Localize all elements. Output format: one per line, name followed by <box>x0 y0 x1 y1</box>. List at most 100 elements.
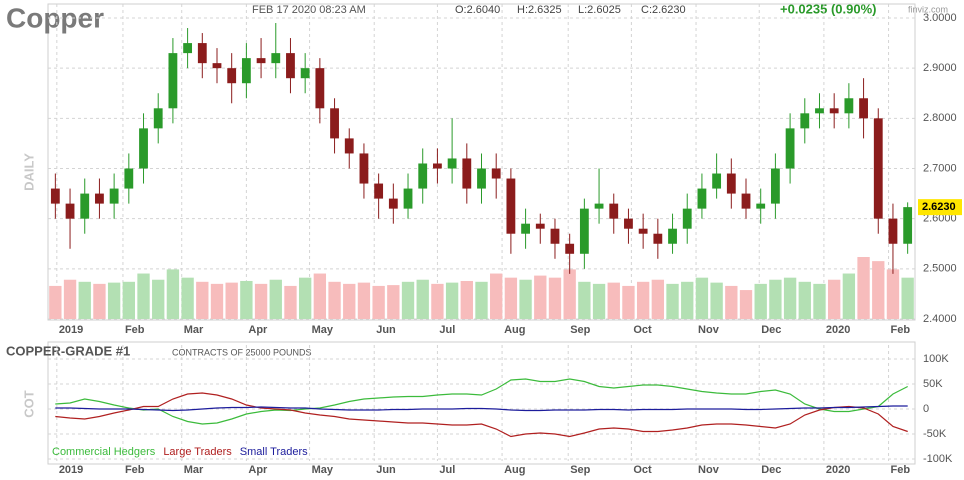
x-tick-label: Sep <box>570 464 590 476</box>
candle-body <box>330 108 339 139</box>
y-tick-label: 2.5000 <box>923 263 957 275</box>
volume-bar <box>445 282 459 319</box>
x-tick-label: 2019 <box>59 464 83 476</box>
x-tick-label: Jun <box>376 324 396 336</box>
quote-open: O:2.6040 <box>455 4 500 16</box>
candle-body <box>168 53 178 109</box>
x-tick-label: Jul <box>439 464 455 476</box>
volume-bar <box>431 283 444 319</box>
candle-body <box>447 158 457 169</box>
x-tick-label: Feb <box>891 324 911 336</box>
candle-body <box>344 138 354 154</box>
volume-bar <box>313 273 327 319</box>
volume-bar <box>636 281 650 319</box>
volume-bar <box>563 269 576 319</box>
x-tick-label: Nov <box>698 324 720 336</box>
candle-body <box>183 43 193 54</box>
volume-bar <box>607 282 620 319</box>
last-price-label: 2.6230 <box>922 201 956 213</box>
volume-bar <box>798 281 811 319</box>
candle-body <box>271 53 281 64</box>
x-tick-label: Jun <box>376 464 396 476</box>
candle-body <box>80 193 90 219</box>
candle-body <box>785 128 795 169</box>
candle-body <box>741 193 751 209</box>
volume-bar <box>710 282 723 319</box>
candle-body <box>903 207 913 244</box>
candle-body <box>682 208 692 229</box>
candle-body <box>726 173 736 194</box>
volume-bar <box>181 277 194 319</box>
cot-axis-label: COT <box>21 390 36 418</box>
volume-bar <box>357 282 371 319</box>
candle-body <box>844 98 854 114</box>
y-tick-label: 2.4000 <box>923 313 957 325</box>
candle-body <box>565 243 575 254</box>
volume-bar <box>460 280 473 319</box>
volume-bar <box>475 281 488 319</box>
volume-bar <box>240 280 253 319</box>
candle-body <box>227 68 237 84</box>
candle-body <box>388 198 398 209</box>
candle-body <box>477 168 486 189</box>
volume-bar <box>901 277 914 319</box>
y-tick-label: 0 <box>923 403 929 415</box>
volume-bar <box>783 277 797 319</box>
date: FEB 17 2020 08:23 AM <box>252 4 366 16</box>
candle-body <box>653 233 663 244</box>
last-price-box <box>918 199 962 216</box>
candle-body <box>109 188 119 204</box>
volume-bar <box>886 269 900 319</box>
candle-body <box>697 188 707 209</box>
volume-bar <box>813 283 826 319</box>
x-tick-label: Feb <box>891 464 911 476</box>
quote-low: L:2.6025 <box>578 4 621 16</box>
volume-bar <box>578 281 591 319</box>
x-tick-label: Oct <box>633 464 652 476</box>
x-tick-label: 2019 <box>59 324 83 336</box>
volume-bar <box>152 279 165 319</box>
volume-bar <box>739 290 753 319</box>
x-tick-label: 2020 <box>826 324 850 336</box>
candle-body <box>712 173 722 189</box>
candle-body <box>800 113 810 129</box>
cot-line <box>55 392 908 438</box>
candle-body <box>521 223 530 234</box>
volume-bar <box>269 279 282 319</box>
x-tick-label: Nov <box>698 464 720 476</box>
legend-label: Large Traders <box>163 446 232 458</box>
candle-body <box>594 203 604 209</box>
candle-body <box>50 188 60 204</box>
volume-bar <box>122 281 135 319</box>
candle-body <box>374 183 384 199</box>
x-tick-label: Dec <box>761 464 781 476</box>
change: +0.0235 (0.90%) <box>780 1 876 16</box>
y-tick-label: 2.6000 <box>923 213 957 225</box>
volume-bar <box>93 283 106 319</box>
volume-bar <box>416 279 429 319</box>
candle-body <box>888 218 898 244</box>
volume-bar <box>769 279 782 319</box>
candle-body <box>579 208 589 254</box>
candle-body <box>491 168 501 179</box>
volume-bar <box>196 281 209 319</box>
candle-body <box>197 43 207 64</box>
cot-title: COPPER-GRADE #1 <box>6 343 130 358</box>
candle-body <box>506 178 516 234</box>
volume-bar <box>842 273 856 319</box>
cot-frame <box>47 341 916 465</box>
volume-bar <box>490 273 503 319</box>
x-tick-label: Mar <box>184 464 204 476</box>
y-tick-label: 2.9000 <box>923 62 957 74</box>
volume-bar <box>857 257 870 319</box>
candle-body <box>300 68 310 79</box>
legend-label: Commercial Hedgers <box>52 446 156 458</box>
candle-body <box>829 108 839 114</box>
candle-body <box>433 163 442 169</box>
y-tick-label: -100K <box>923 453 953 465</box>
y-tick-label: 100K <box>923 353 949 365</box>
candle-body <box>153 108 163 129</box>
candle-body <box>65 203 75 219</box>
candle-body <box>535 223 545 229</box>
y-axis-label: DAILY <box>21 153 36 191</box>
